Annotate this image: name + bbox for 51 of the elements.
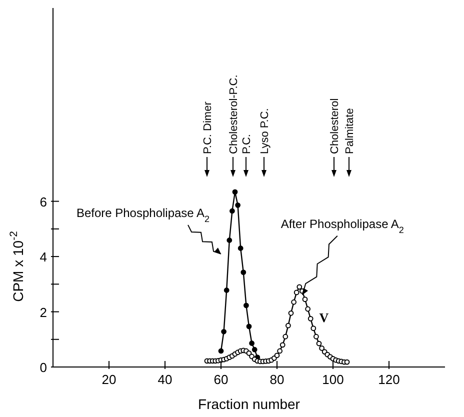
point [302,296,308,302]
series-label: Before Phospholipase A$_{2}$ [76,206,210,224]
annotation: Cholesterol [329,98,341,154]
point [280,342,286,348]
x-tick-label: 120 [378,372,400,387]
point [294,290,300,296]
y-tick-label: 2 [40,304,47,320]
point [314,334,319,340]
y-tick-label: 4 [40,250,47,265]
point [240,270,246,275]
x-tick-label: 100 [322,372,344,387]
point [221,328,226,334]
annotation: Lyso P.C. [259,108,271,154]
point [305,306,310,312]
x-axis-title: Fraction number [198,396,300,412]
x-tick-label: 60 [214,372,228,387]
point [224,288,230,293]
point [230,208,235,214]
point [282,334,288,340]
x-tick-label: 40 [158,372,172,387]
point [249,340,254,346]
text: After Phospholipase A$_{2}$ [280,216,404,235]
point [244,302,249,308]
y-tick-label: 6 [40,194,47,210]
point [274,352,280,358]
annotation: V [319,310,330,325]
point [218,348,224,354]
point [226,238,232,243]
annotation: Cholesterol-P.C. [228,74,240,154]
y-tick-label: 0 [40,360,47,375]
point [286,322,291,328]
point [252,346,258,352]
point [310,326,316,332]
point [246,350,252,356]
point [246,324,252,330]
point [308,316,314,322]
point [238,246,244,251]
point [277,348,282,354]
point [291,299,296,305]
point [235,202,240,208]
point [344,359,350,365]
point [319,346,324,351]
point [316,340,322,346]
x-tick-label: 80 [270,372,284,387]
x-tick-label: 20 [102,372,116,387]
annotation: P.C. Dimer [202,101,214,154]
annotation: Palmitate [344,108,356,154]
point [232,189,238,195]
point [296,284,302,290]
annotation: P.C. [241,134,253,154]
point [288,310,294,316]
